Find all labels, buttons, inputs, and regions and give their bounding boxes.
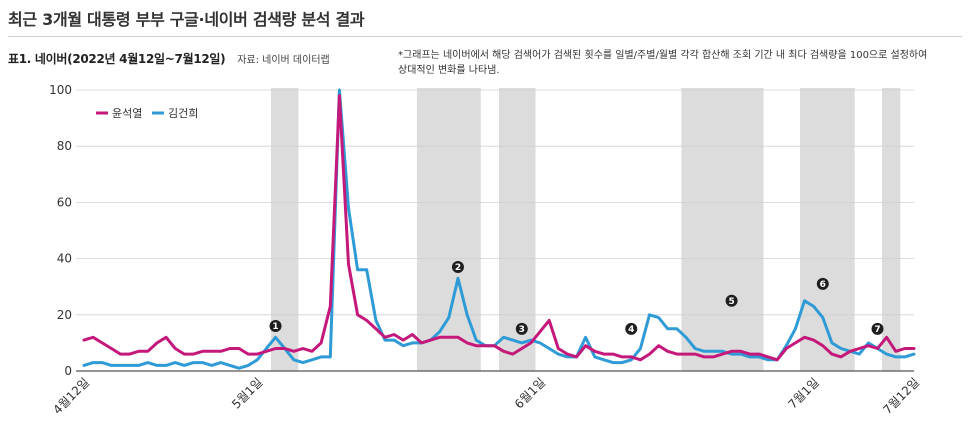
legend-label-1: 윤석열 xyxy=(112,107,142,120)
event-marker-label: 7 xyxy=(874,325,880,335)
chart-legend: 윤석열 김건희 xyxy=(96,107,198,120)
event-marker-label: 6 xyxy=(820,280,826,290)
event-marker-label: 3 xyxy=(519,325,525,335)
shaded-band-3 xyxy=(499,88,536,371)
event-marker-4 xyxy=(625,322,638,335)
page-title: 최근 3개월 대통령 부부 구글·네이버 검색량 분석 결과 xyxy=(8,10,365,29)
shaded-band-6 xyxy=(882,88,901,371)
y-axis-ticks: 0 20 40 60 80 100 xyxy=(49,83,72,378)
chart-note: *그래프는 네이버에서 해당 검색어가 검색된 횟수를 일별/주별/월별 각각 … xyxy=(398,50,928,76)
shaded-band-4 xyxy=(681,88,764,371)
event-marker-label: 5 xyxy=(728,297,734,307)
event-marker-label: 2 xyxy=(455,263,461,273)
event-markers: 1 2 3 4 5 6 7 xyxy=(269,261,884,335)
x-axis-ticks: 4월12일 5월1일 6월1일 7월1일 7월12일 xyxy=(50,375,922,417)
x-tick-label: 7월12일 xyxy=(880,375,922,417)
event-marker-1 xyxy=(269,320,282,333)
title-divider xyxy=(8,36,962,37)
y-tick-label: 40 xyxy=(57,252,72,266)
shaded-band-5 xyxy=(799,88,855,371)
y-tick-label: 60 xyxy=(57,195,72,209)
event-marker-6 xyxy=(816,277,829,290)
event-marker-label: 4 xyxy=(628,325,634,335)
line-chart: 0 20 40 60 80 100 4월12일 5월1일 6월1일 7월1일 7월12일 1 2 3 4… xyxy=(49,83,922,417)
event-marker-7 xyxy=(871,322,884,335)
table-title: 표1. 네이버(2022년 4월12일~7월12일) xyxy=(8,52,226,66)
data-source: 자료: 네이버 데이터랩 xyxy=(237,55,330,66)
event-marker-5 xyxy=(725,294,738,307)
event-marker-2 xyxy=(451,261,464,274)
y-grid xyxy=(76,89,914,372)
x-tick-label: 6월1일 xyxy=(512,375,548,411)
legend-label-2: 김건희 xyxy=(168,107,198,120)
y-tick-label: 20 xyxy=(57,308,72,322)
chart-subtitle: 표1. 네이버(2022년 4월12일~7월12일) 자료: 네이버 데이터랩 xyxy=(8,50,330,67)
event-marker-label: 1 xyxy=(272,322,278,332)
x-tick-label: 4월12일 xyxy=(50,375,92,417)
y-tick-label: 0 xyxy=(64,364,72,378)
y-tick-label: 80 xyxy=(57,139,72,153)
y-tick-label: 100 xyxy=(49,83,72,97)
event-marker-3 xyxy=(515,322,528,335)
shaded-periods xyxy=(270,88,901,371)
x-tick-label: 5월1일 xyxy=(229,375,265,411)
series-line-1 xyxy=(82,94,916,362)
x-tick-label: 7월1일 xyxy=(785,375,821,411)
series-lines xyxy=(82,88,916,370)
